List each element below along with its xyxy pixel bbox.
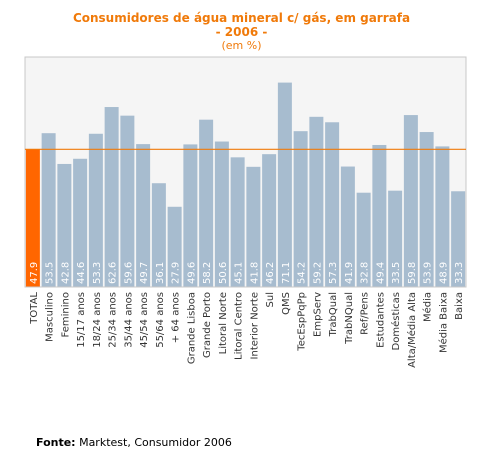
- category-label-4: 18/24 anos: [92, 292, 103, 348]
- bar-20: [340, 166, 355, 287]
- category-label-17: TecEspPqPp: [297, 292, 308, 352]
- data-label-10: 49.6: [186, 262, 197, 284]
- chart-title: Consumidores de água mineral c/ gás, em …: [72, 11, 411, 25]
- bar-3: [73, 158, 88, 287]
- data-label-6: 59.6: [123, 262, 134, 284]
- bar-19: [325, 122, 340, 287]
- category-label-6: 35/44 anos: [123, 292, 134, 348]
- data-label-22: 49.4: [375, 262, 386, 284]
- category-label-12: Litoral Norte: [218, 292, 229, 354]
- category-label-16: QMS: [281, 292, 292, 315]
- category-label-13: Litoral Centro: [234, 292, 245, 360]
- bar-21: [356, 192, 371, 287]
- bar-4: [88, 133, 103, 287]
- bar-6: [120, 115, 135, 288]
- bar-1: [41, 133, 56, 287]
- data-label-0: 47.9: [29, 262, 40, 284]
- source-note: Fonte: Marktest, Consumidor 2006: [36, 436, 232, 449]
- data-label-27: 33.3: [454, 262, 465, 284]
- data-label-9: 27.9: [171, 262, 182, 284]
- data-label-12: 50.6: [218, 262, 229, 284]
- data-label-7: 49.7: [139, 262, 150, 284]
- source-label: Fonte:: [36, 436, 76, 449]
- bar-0: [25, 149, 40, 287]
- bar-2: [57, 163, 72, 287]
- data-label-11: 58.2: [202, 262, 213, 284]
- category-label-20: TrabNQual: [344, 292, 355, 345]
- data-label-4: 53.3: [92, 262, 103, 284]
- data-label-26: 48.9: [438, 262, 449, 284]
- bar-27: [451, 191, 466, 287]
- category-label-8: 55/64 anos: [155, 292, 166, 348]
- category-label-26: Média Baixa: [437, 292, 449, 353]
- category-label-23: Domésticas: [390, 292, 402, 350]
- category-label-0: TOTAL: [29, 292, 40, 325]
- data-label-19: 57.3: [328, 262, 339, 284]
- data-label-23: 33.5: [391, 262, 402, 284]
- chart-subtitle: - 2006 -: [215, 25, 268, 39]
- bar-15: [262, 154, 277, 287]
- category-label-24: Alta/Média Alta: [406, 292, 418, 368]
- source-text: Marktest, Consumidor 2006: [75, 436, 232, 449]
- category-label-11: Grande Porto: [202, 292, 213, 358]
- category-label-10: Grande Lisboa: [186, 292, 197, 364]
- bar-5: [104, 107, 119, 288]
- bar-16: [277, 82, 292, 288]
- bar-14: [246, 166, 261, 287]
- category-label-22: Estudantes: [375, 292, 386, 348]
- category-label-15: Sul: [265, 292, 276, 307]
- data-label-14: 41.8: [249, 262, 260, 284]
- category-label-5: 25/34 anos: [108, 292, 119, 348]
- data-label-5: 62.6: [108, 262, 119, 284]
- data-label-15: 46.2: [265, 262, 276, 284]
- bar-7: [136, 144, 151, 287]
- bar-8: [151, 183, 166, 287]
- category-label-25: Média: [422, 292, 434, 322]
- category-label-1: Masculino: [45, 292, 56, 342]
- data-label-13: 45.1: [234, 262, 245, 284]
- category-label-21: Ref/Pens: [360, 292, 371, 335]
- bar-10: [183, 144, 198, 287]
- bar-9: [167, 206, 182, 287]
- category-label-7: 45/54 anos: [139, 292, 150, 348]
- data-label-21: 32.8: [360, 262, 371, 284]
- bar-12: [214, 141, 229, 287]
- data-label-20: 41.9: [344, 262, 355, 284]
- bar-11: [199, 119, 214, 287]
- category-label-3: 15/17 anos: [76, 292, 87, 348]
- data-label-2: 42.8: [60, 262, 71, 284]
- data-label-3: 44.6: [76, 262, 87, 284]
- data-label-24: 59.8: [407, 262, 418, 284]
- bar-13: [230, 157, 245, 287]
- bar-25: [419, 132, 434, 287]
- chart-unit-label: (em %): [221, 39, 262, 52]
- data-label-16: 71.1: [281, 262, 292, 284]
- category-label-27: Baixa: [454, 292, 465, 320]
- bar-22: [372, 144, 387, 287]
- bar-23: [388, 190, 403, 287]
- bar-24: [403, 115, 418, 287]
- data-label-17: 54.2: [297, 262, 308, 284]
- category-label-9: + 64 anos: [171, 292, 182, 343]
- bar-chart: 47.9 TOTAL 53.5 Masculino 42.8 Feminino 44.6 15…: [24, 56, 467, 368]
- category-label-2: Feminino: [60, 292, 71, 337]
- data-label-1: 53.5: [45, 262, 56, 284]
- bar-18: [309, 116, 324, 287]
- bar-17: [293, 131, 308, 287]
- category-label-14: Interior Norte: [249, 292, 260, 359]
- category-label-18: EmpServ: [312, 292, 323, 337]
- data-label-18: 59.2: [312, 262, 323, 284]
- category-label-19: TrabQual: [328, 292, 339, 337]
- bar-26: [435, 146, 450, 287]
- data-label-25: 53.9: [423, 262, 434, 284]
- data-label-8: 36.1: [155, 262, 166, 284]
